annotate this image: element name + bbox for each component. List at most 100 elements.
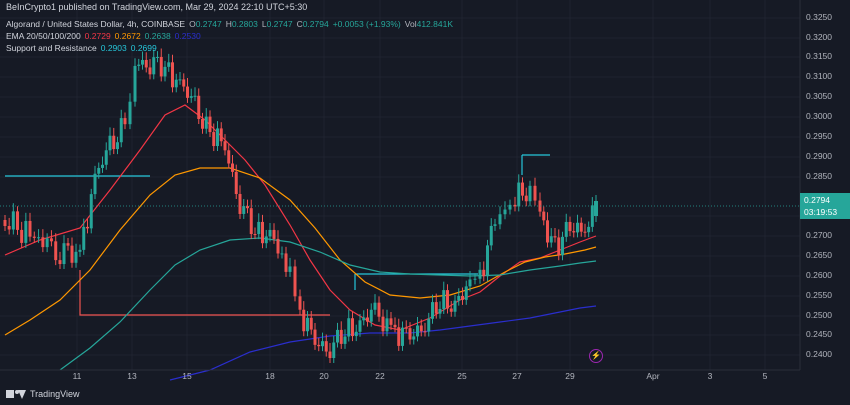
candle-body xyxy=(517,182,521,207)
current-price-tag: 0.2794 03:19:53 xyxy=(800,193,850,219)
candle-body xyxy=(74,251,78,263)
ohlc-low: L0.2747 xyxy=(261,19,293,29)
ema-legend-row[interactable]: EMA 20/50/100/200 0.2729 0.2672 0.2638 0… xyxy=(6,30,453,42)
candle-body xyxy=(167,62,171,67)
candle-body xyxy=(508,204,512,210)
candle-body xyxy=(351,318,354,337)
volume: Vol412.841K xyxy=(404,19,453,29)
symbol-row[interactable]: Algorand / United States Dollar, 4h, COI… xyxy=(6,18,453,30)
candle-body xyxy=(434,302,438,314)
candle-body xyxy=(457,295,461,301)
candle-body xyxy=(453,300,457,312)
candle-body xyxy=(564,221,568,237)
symbol-title[interactable]: Algorand / United States Dollar, 4h, COI… xyxy=(6,19,186,29)
candle-body xyxy=(576,222,579,233)
ohlc-open: O0.2747 xyxy=(189,19,222,29)
price-tick: 0.2600 xyxy=(806,270,832,280)
candle-body xyxy=(381,316,385,332)
candle-body xyxy=(513,204,517,207)
candle-body xyxy=(268,229,272,237)
ohlc-high: H0.2803 xyxy=(225,19,258,29)
candle-body xyxy=(272,229,276,239)
candle-body xyxy=(306,317,309,332)
candle-body xyxy=(231,163,234,172)
price-tick: 0.3000 xyxy=(806,111,832,121)
candle-body xyxy=(219,128,223,142)
candle-body xyxy=(579,222,583,232)
candle-body xyxy=(238,193,242,214)
candle-body xyxy=(174,79,178,88)
price-tick: 0.3100 xyxy=(806,71,832,81)
candle-body xyxy=(461,295,464,300)
candle-body xyxy=(112,135,116,150)
ema-line-1 xyxy=(4,167,597,336)
candle-body xyxy=(542,211,546,221)
candle-body xyxy=(528,185,532,202)
tradingview-branding[interactable]: TradingView xyxy=(6,388,80,400)
sr-legend-row[interactable]: Support and Resistance 0.2903 0.2699 xyxy=(6,42,453,54)
price-change: +0.0053 (+1.93%) xyxy=(332,19,401,29)
candle-body xyxy=(163,66,167,77)
candle-body xyxy=(54,241,58,261)
candle-body xyxy=(594,201,598,216)
candle-body xyxy=(152,57,156,75)
candle-body xyxy=(339,329,343,344)
candlestick-series xyxy=(0,48,800,364)
price-tick: 0.2700 xyxy=(806,230,832,240)
time-tick: Apr xyxy=(646,371,660,381)
candle-body xyxy=(189,96,193,98)
ema100-value: 0.2638 xyxy=(144,31,171,41)
candle-body xyxy=(431,302,434,319)
candle-body xyxy=(412,336,416,340)
candle-body xyxy=(298,296,302,310)
lightning-icon[interactable]: ⚡ xyxy=(589,349,603,363)
candle-body xyxy=(20,229,24,243)
candle-body xyxy=(261,221,264,244)
candle-body xyxy=(549,236,553,243)
candle-body xyxy=(128,101,132,125)
candle-body xyxy=(108,135,112,151)
price-axis[interactable]: 0.3250 0.3200 0.3150 0.3100 0.3050 0.3000 0.29… xyxy=(800,0,850,370)
candle-body xyxy=(324,341,328,352)
candle-body xyxy=(366,317,369,322)
sr-label[interactable]: Support and Resistance xyxy=(6,43,97,53)
candle-body xyxy=(293,266,297,297)
candle-body xyxy=(583,231,587,233)
time-tick: 18 xyxy=(265,371,275,381)
candle-body xyxy=(227,150,231,164)
candle-body xyxy=(119,118,123,143)
chart-legend: Algorand / United States Dollar, 4h, COI… xyxy=(6,18,453,54)
candle-body xyxy=(404,327,408,329)
candle-body xyxy=(216,128,219,147)
time-tick: 11 xyxy=(72,371,82,381)
ema50-value: 0.2672 xyxy=(114,31,141,41)
price-tick: 0.3050 xyxy=(806,91,832,101)
time-tick: 15 xyxy=(182,371,192,381)
candle-body xyxy=(546,220,549,243)
sr-value-1: 0.2903 xyxy=(100,43,127,53)
price-tick: 0.3250 xyxy=(806,12,832,22)
candle-body xyxy=(354,331,358,337)
candle-body xyxy=(317,344,321,347)
candle-body xyxy=(137,64,141,66)
candle-body xyxy=(427,318,431,332)
price-tick: 0.2650 xyxy=(806,250,832,260)
candle-body xyxy=(24,220,28,243)
ema-line-0 xyxy=(4,104,597,331)
candle-body xyxy=(309,317,313,330)
candle-body xyxy=(133,65,137,102)
candle-body xyxy=(358,320,362,332)
ema-label[interactable]: EMA 20/50/100/200 xyxy=(6,31,81,41)
candle-body xyxy=(416,325,419,337)
candle-body xyxy=(557,237,561,256)
candle-body xyxy=(49,238,53,242)
candle-body xyxy=(313,329,317,345)
candle-body xyxy=(590,205,594,227)
candle-body xyxy=(464,286,468,300)
candle-body xyxy=(401,327,404,346)
candle-body xyxy=(123,118,127,125)
ema20-value: 0.2729 xyxy=(84,31,111,41)
time-axis[interactable]: 11 13 15 18 20 22 25 27 29 Apr 3 5 xyxy=(0,370,800,384)
candle-body xyxy=(442,290,446,309)
